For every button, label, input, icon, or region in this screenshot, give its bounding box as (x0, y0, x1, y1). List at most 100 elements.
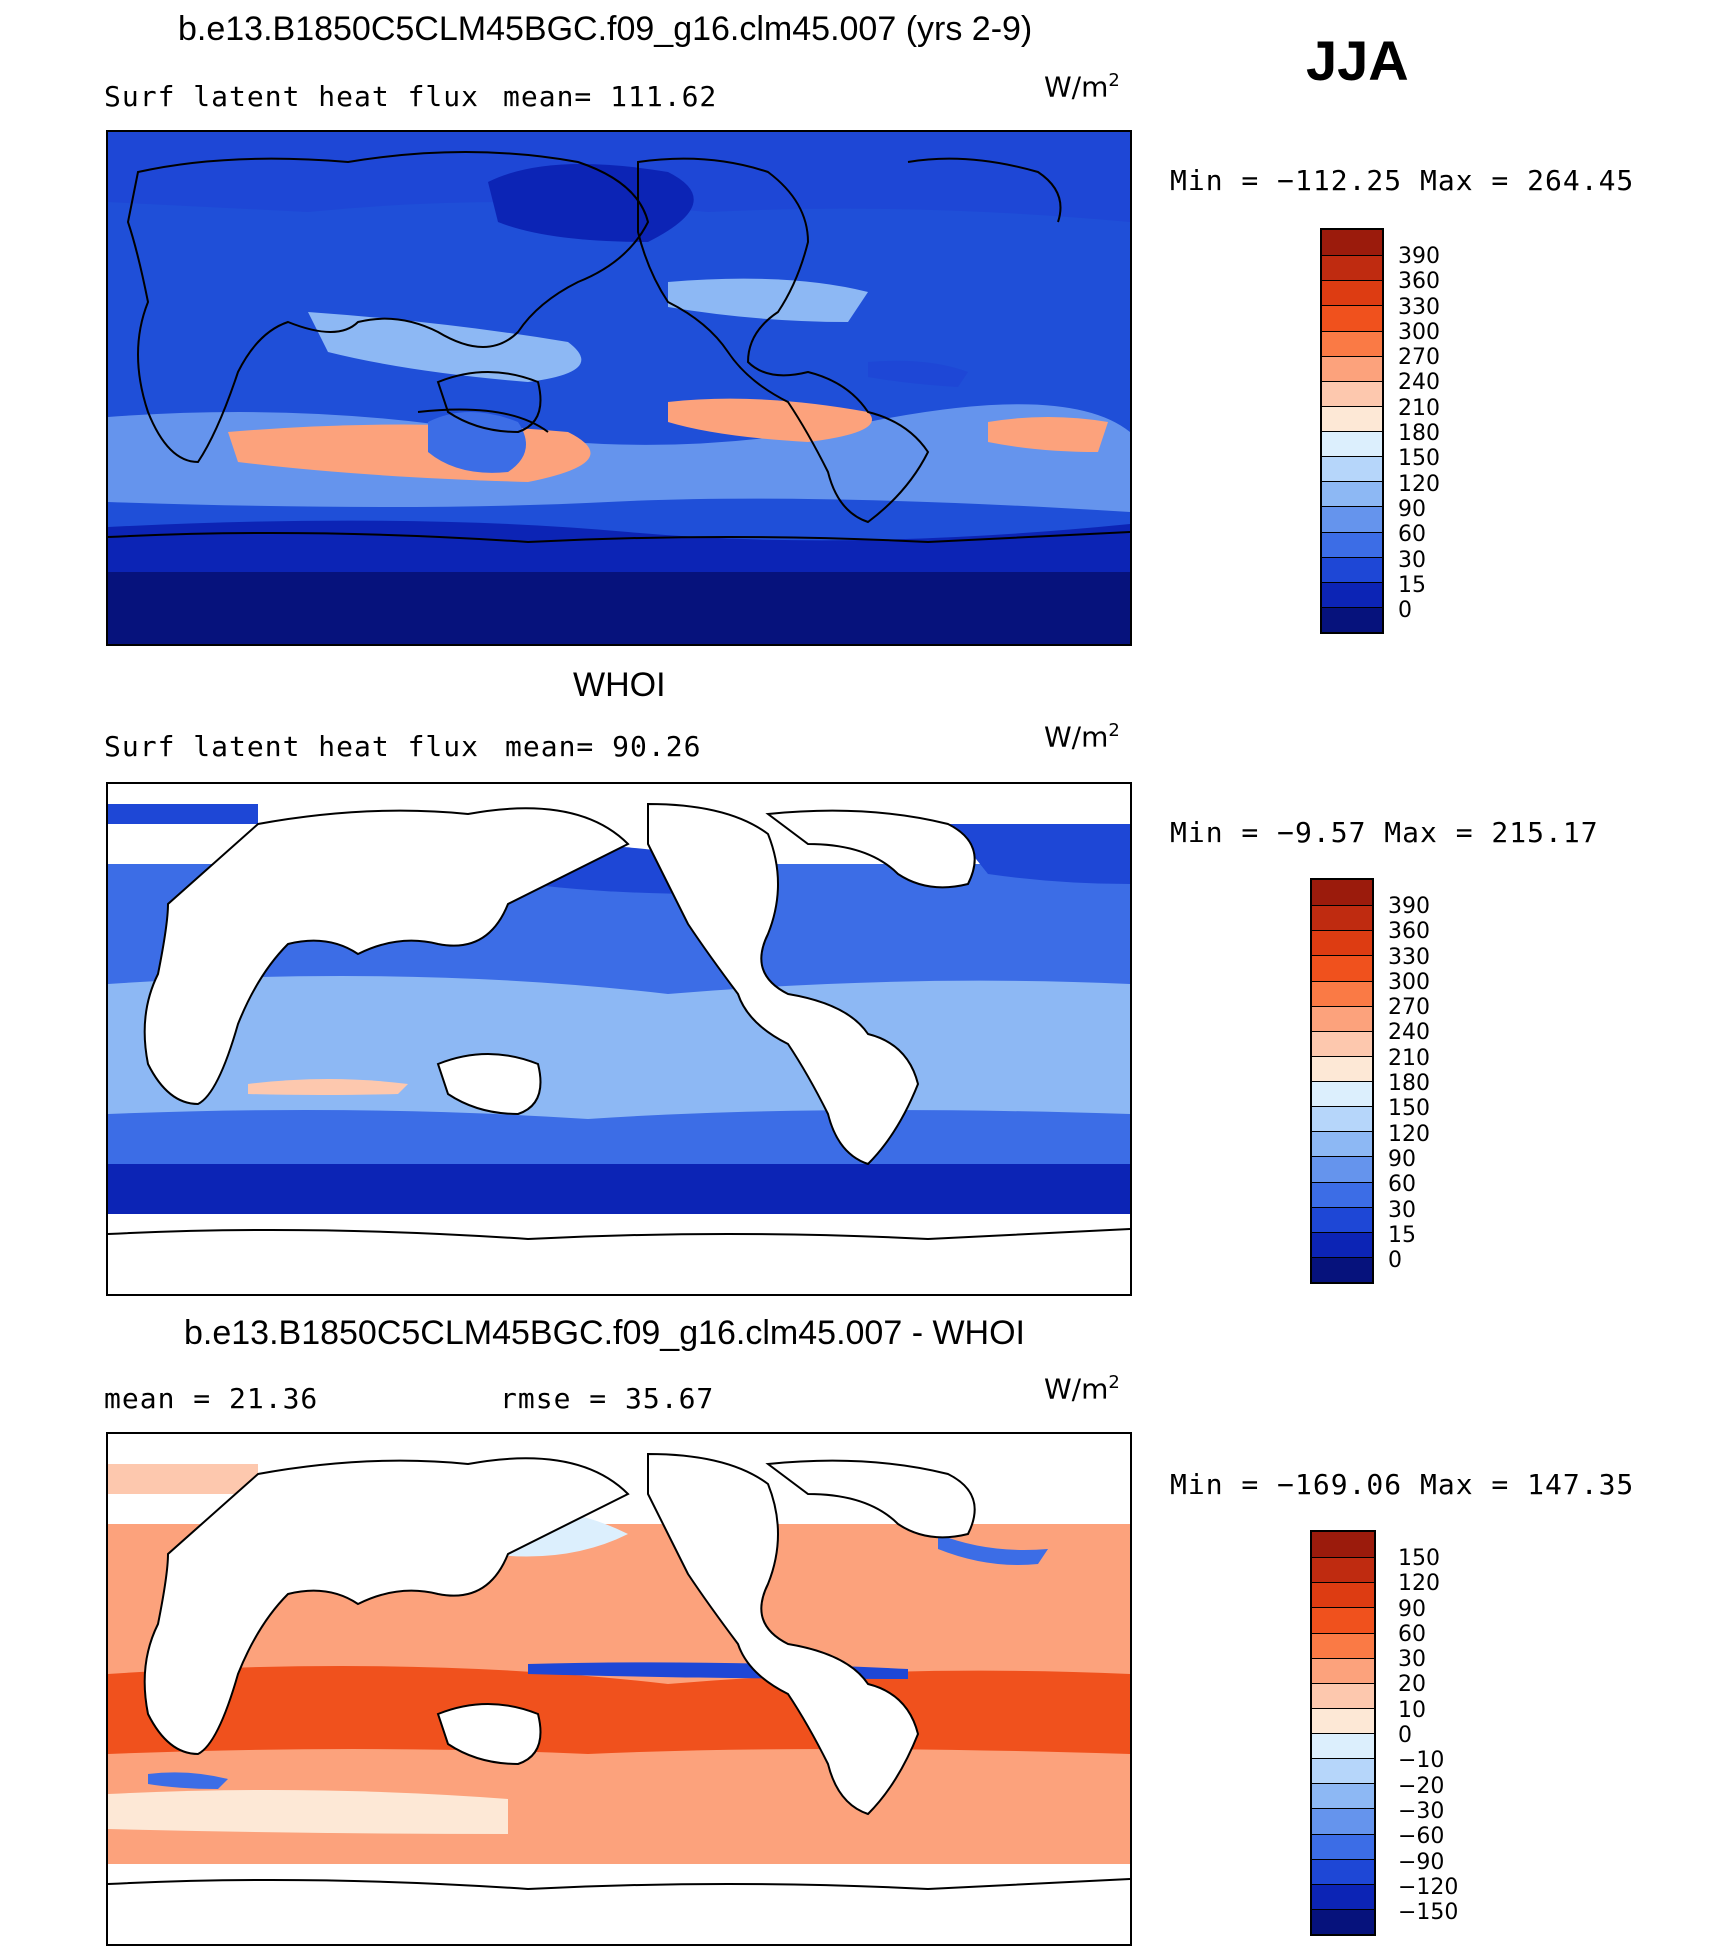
panel-1-colorbar-ticks: 390 360 330 300 270 240 210 180 150 120 90 60 30 15 0 (1398, 244, 1440, 623)
colorbar-swatch (1312, 1808, 1374, 1834)
season-label: JJA (1306, 29, 1409, 92)
colorbar-swatch (1322, 556, 1382, 582)
colorbar-tick-label: 120 (1398, 471, 1440, 497)
panel-2-colorbar-ticks: 390 360 330 300 270 240 210 180 150 120 90 60 30 15 0 (1388, 894, 1430, 1273)
panel-1-mean-label: mean= 111.62 (503, 80, 718, 113)
colorbar-tick-label: 10 (1398, 1697, 1426, 1723)
colorbar-tick-label: 240 (1388, 1020, 1430, 1046)
colorbar-swatch (1312, 955, 1372, 981)
colorbar-swatch (1312, 930, 1372, 956)
colorbar-swatch (1312, 1858, 1374, 1884)
colorbar-swatch (1312, 1181, 1372, 1207)
colorbar-swatch (1322, 481, 1382, 507)
colorbar-swatch (1312, 1231, 1372, 1257)
colorbar-tick-label: 0 (1388, 1248, 1402, 1274)
colorbar-swatch (1312, 1106, 1372, 1132)
panel-3-rmse-label: rmse = 35.67 (500, 1382, 715, 1415)
colorbar-tick-label: 150 (1398, 446, 1440, 472)
colorbar-tick-label: 330 (1398, 294, 1440, 320)
panel-3-difference-map (106, 1432, 1132, 1946)
colorbar-swatch (1312, 1783, 1374, 1809)
panel-2-colorbar (1310, 878, 1374, 1284)
colorbar-tick-label: 60 (1398, 1621, 1426, 1647)
colorbar-tick-label: −60 (1398, 1824, 1445, 1850)
colorbar-tick-label: 240 (1398, 370, 1440, 396)
colorbar-swatch (1312, 1707, 1374, 1733)
colorbar-tick-label: 0 (1398, 598, 1412, 624)
colorbar-tick-label: 20 (1398, 1672, 1426, 1698)
colorbar-swatch (1312, 1256, 1372, 1282)
colorbar-swatch (1312, 905, 1372, 931)
colorbar-swatch (1312, 1682, 1374, 1708)
panel-1-title: b.e13.B1850C5CLM45BGC.f09_g16.clm45.007 … (178, 10, 1033, 48)
panel-2-obs-map (106, 782, 1132, 1296)
colorbar-swatch (1322, 355, 1382, 381)
colorbar-tick-label: 15 (1398, 572, 1426, 598)
colorbar-swatch (1312, 1055, 1372, 1081)
colorbar-tick-label: 60 (1388, 1172, 1416, 1198)
colorbar-tick-label: −10 (1398, 1748, 1445, 1774)
colorbar-tick-label: 90 (1398, 496, 1426, 522)
colorbar-tick-label: 150 (1388, 1096, 1430, 1122)
colorbar-tick-label: 270 (1398, 345, 1440, 371)
colorbar-swatch (1312, 880, 1372, 906)
panel-3-title: b.e13.B1850C5CLM45BGC.f09_g16.clm45.007 … (184, 1314, 1026, 1352)
panel-1-units: W/m2 (1044, 70, 1120, 104)
colorbar-swatch (1322, 305, 1382, 331)
colorbar-tick-label: −90 (1398, 1849, 1445, 1875)
colorbar-swatch (1322, 431, 1382, 457)
colorbar-swatch (1312, 1131, 1372, 1157)
colorbar-tick-label: 360 (1388, 919, 1430, 945)
colorbar-tick-label: 60 (1398, 522, 1426, 548)
panel-1-model-map (106, 130, 1132, 646)
colorbar-tick-label: −20 (1398, 1773, 1445, 1799)
colorbar-swatch (1312, 1657, 1374, 1683)
colorbar-tick-label: 120 (1388, 1121, 1430, 1147)
colorbar-swatch (1322, 255, 1382, 281)
colorbar-swatch (1312, 1607, 1374, 1633)
colorbar-tick-label: 30 (1388, 1197, 1416, 1223)
colorbar-swatch (1312, 1005, 1372, 1031)
colorbar-swatch (1322, 330, 1382, 356)
colorbar-swatch (1312, 980, 1372, 1006)
colorbar-swatch (1312, 1532, 1374, 1558)
panel-3-mean-label: mean = 21.36 (104, 1382, 319, 1415)
colorbar-swatch (1312, 1206, 1372, 1232)
colorbar-tick-label: 90 (1398, 1596, 1426, 1622)
colorbar-tick-label: 30 (1398, 547, 1426, 573)
panel-1-variable-label: Surf latent heat flux (104, 80, 480, 113)
colorbar-tick-label: 90 (1388, 1146, 1416, 1172)
colorbar-tick-label: 150 (1398, 1546, 1440, 1571)
panel-3-units: W/m2 (1044, 1372, 1120, 1406)
colorbar-swatch (1312, 1030, 1372, 1056)
colorbar-swatch (1312, 1582, 1374, 1608)
colorbar-swatch (1312, 1733, 1374, 1759)
colorbar-swatch (1312, 1632, 1374, 1658)
panel-3-minmax: Min = −169.06 Max = 147.35 (1170, 1468, 1635, 1501)
colorbar-tick-label: −30 (1398, 1798, 1445, 1824)
colorbar-swatch (1322, 280, 1382, 306)
colorbar-swatch (1312, 1081, 1372, 1107)
colorbar-tick-label: 360 (1398, 269, 1440, 295)
panel-2-title: WHOI (573, 666, 666, 704)
panel-2-variable-label: Surf latent heat flux (104, 730, 480, 763)
colorbar-tick-label: 120 (1398, 1571, 1440, 1597)
colorbar-tick-label: 210 (1388, 1045, 1430, 1071)
colorbar-tick-label: 330 (1388, 944, 1430, 970)
panel-3-colorbar (1310, 1530, 1376, 1936)
colorbar-swatch (1322, 606, 1382, 632)
colorbar-tick-label: 390 (1398, 244, 1440, 269)
colorbar-tick-label: 180 (1398, 421, 1440, 447)
colorbar-tick-label: 0 (1398, 1723, 1412, 1749)
colorbar-tick-label: 210 (1398, 395, 1440, 421)
colorbar-swatch (1312, 1833, 1374, 1859)
colorbar-tick-label: 390 (1388, 894, 1430, 919)
colorbar-tick-label: 30 (1398, 1647, 1426, 1673)
colorbar-tick-label: −120 (1398, 1874, 1459, 1900)
colorbar-swatch (1312, 1557, 1374, 1583)
colorbar-swatch (1322, 230, 1382, 256)
colorbar-tick-label: 180 (1388, 1071, 1430, 1097)
colorbar-swatch (1312, 1883, 1374, 1909)
colorbar-tick-label: 300 (1398, 319, 1440, 345)
colorbar-tick-label: 270 (1388, 995, 1430, 1021)
